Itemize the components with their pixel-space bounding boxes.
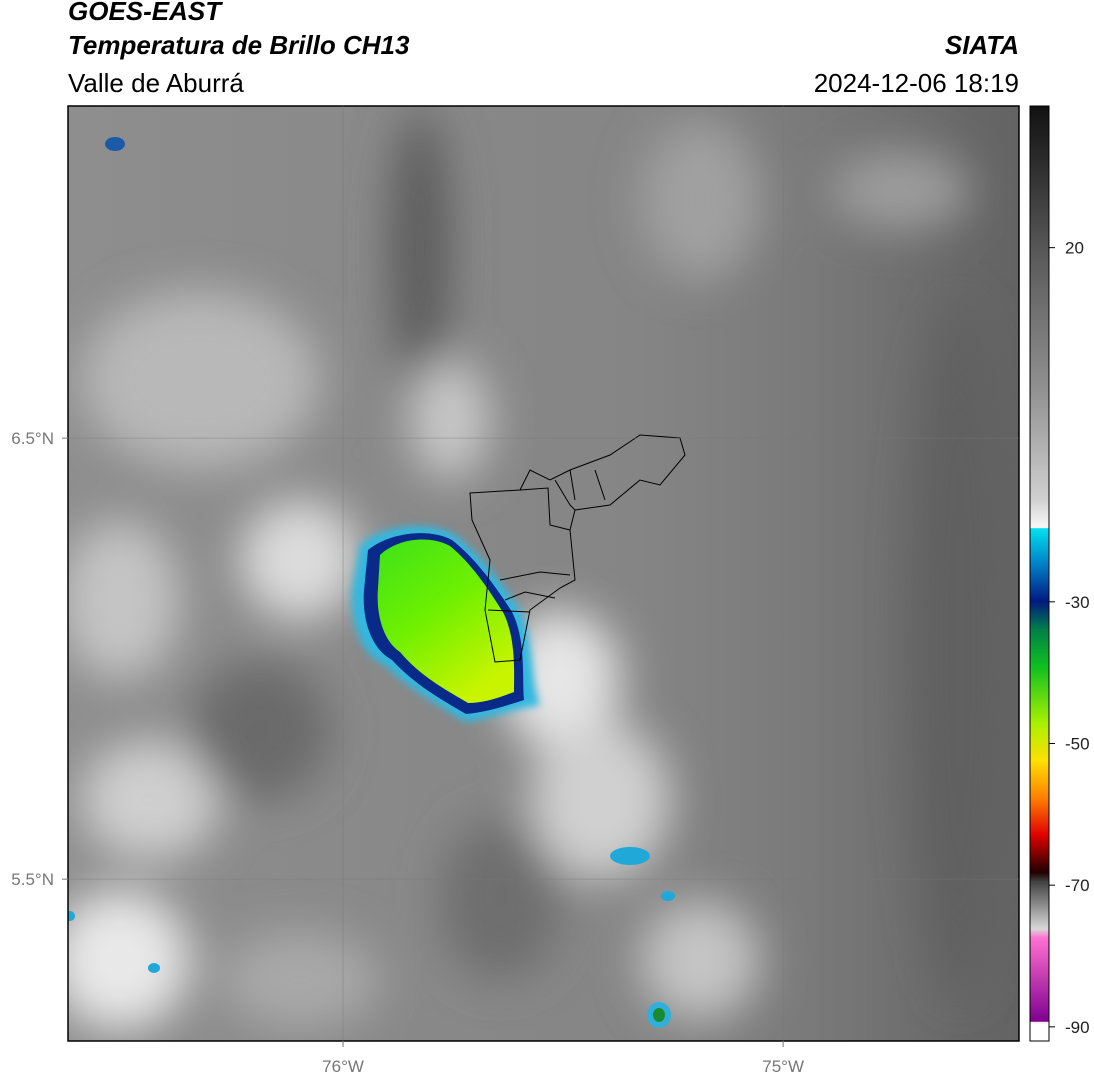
colorbar-tick-label: -50 <box>1065 735 1090 754</box>
title-line3: Valle de Aburrá <box>68 68 244 98</box>
y-tick-label: 5.5°N <box>11 870 54 889</box>
source: SIATA <box>945 30 1019 60</box>
title-line2: Temperatura de Brillo CH13 <box>68 30 410 60</box>
map-frame <box>67 105 1020 1042</box>
colorbar-tick-label: -30 <box>1065 593 1090 612</box>
x-tick-label: 75°W <box>762 1057 804 1076</box>
cloud-cores <box>68 137 675 1028</box>
municipal-boundaries <box>469 434 686 663</box>
x-tick-label: 76°W <box>322 1057 364 1076</box>
y-tick-label: 6.5°N <box>11 429 54 448</box>
colorbar-tick-label: 20 <box>1065 239 1084 258</box>
satellite-image <box>68 106 1019 1041</box>
datetime: 2024-12-06 18:19 <box>814 68 1019 98</box>
title-line1: GOES-EAST <box>68 0 223 26</box>
colorbar <box>1029 105 1050 1042</box>
colorbar-tick-label: -70 <box>1065 876 1090 895</box>
colorbar-tick-label: -90 <box>1065 1018 1090 1037</box>
